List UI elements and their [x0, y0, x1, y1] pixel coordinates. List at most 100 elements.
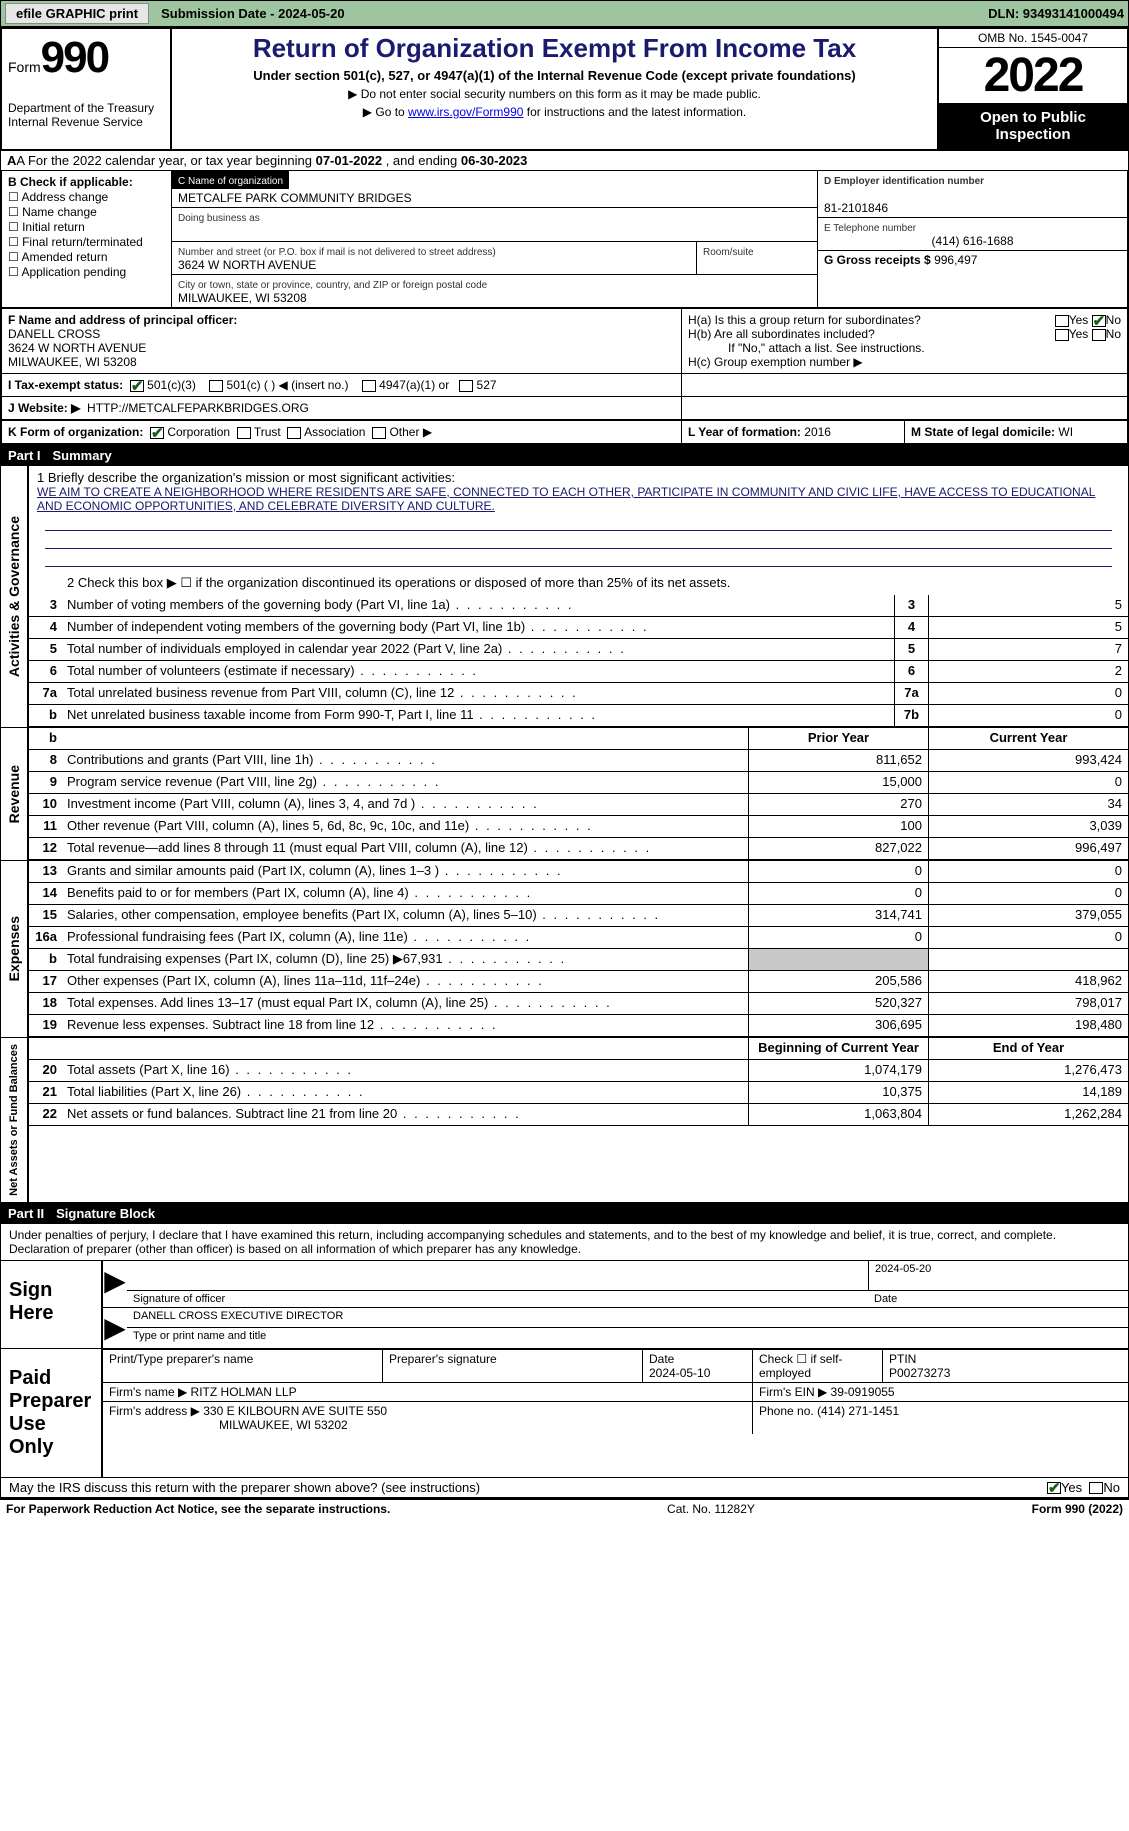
officer-city: MILWAUKEE, WI 53208	[8, 355, 137, 369]
entity-block: B Check if applicable: ☐ Address change …	[0, 171, 1129, 309]
money-row: 14Benefits paid to or for members (Part …	[29, 883, 1128, 905]
sect-expenses: Expenses 13Grants and similar amounts pa…	[0, 861, 1129, 1038]
lineA-mid: , and ending	[382, 153, 461, 168]
money-row: 8Contributions and grants (Part VIII, li…	[29, 750, 1128, 772]
part1-bar: Part I Summary	[0, 445, 1129, 466]
line2: 2 Check this box ▶ ☐ if the organization…	[63, 573, 1128, 595]
prep-sig-lbl: Preparer's signature	[383, 1350, 643, 1382]
signature-block: Under penalties of perjury, I declare th…	[0, 1224, 1129, 1478]
irs-link[interactable]: www.irs.gov/Form990	[408, 105, 523, 119]
dln: DLN: 93493141000494	[988, 6, 1124, 21]
efile-print-btn[interactable]: efile GRAPHIC print	[5, 3, 149, 24]
perjury: Under penalties of perjury, I declare th…	[1, 1224, 1128, 1261]
chk-final[interactable]: ☐ Final return/terminated	[8, 235, 165, 249]
prep-selfemp: Check ☐ if self-employed	[753, 1350, 883, 1382]
paid-lbl: Paid Preparer Use Only	[1, 1349, 101, 1477]
lineA-pre: A For the 2022 calendar year, or tax yea…	[16, 153, 315, 168]
may-no[interactable]	[1089, 1482, 1103, 1494]
uline2	[45, 533, 1112, 549]
footer-mid: Cat. No. 11282Y	[390, 1502, 1031, 1516]
arrow-icon: ▶	[103, 1261, 127, 1307]
may-yes[interactable]	[1047, 1482, 1061, 1494]
money-row: 10Investment income (Part VIII, column (…	[29, 794, 1128, 816]
sect-revenue: Revenue bPrior YearCurrent Year 8Contrib…	[0, 728, 1129, 861]
hb-no[interactable]	[1092, 329, 1106, 341]
k-other[interactable]	[372, 427, 386, 439]
hb-yes[interactable]	[1055, 329, 1069, 341]
omb: OMB No. 1545-0047	[939, 29, 1127, 48]
chk-address[interactable]: ☐ Address change	[8, 190, 165, 204]
hc-lbl: H(c) Group exemption number ▶	[688, 355, 1121, 369]
row-klm: K Form of organization: Corporation Trus…	[0, 421, 1129, 445]
mission-text: WE AIM TO CREATE A NEIGHBORHOOD WHERE RE…	[37, 485, 1120, 513]
name-lbl: Type or print name and title	[127, 1328, 1128, 1344]
money-row: 11Other revenue (Part VIII, column (A), …	[29, 816, 1128, 838]
vlabel-gov: Activities & Governance	[4, 510, 24, 683]
chk-name[interactable]: ☐ Name change	[8, 205, 165, 219]
may-discuss: May the IRS discuss this return with the…	[0, 1478, 1129, 1498]
firm-lbl: Firm's name ▶	[109, 1385, 187, 1399]
hb-lbl: H(b) Are all subordinates included?	[688, 327, 875, 341]
money-row: 16aProfessional fundraising fees (Part I…	[29, 927, 1128, 949]
prep-name-lbl: Print/Type preparer's name	[103, 1350, 383, 1382]
officer-name: DANELL CROSS	[8, 327, 100, 341]
website: HTTP://METCALFEPARKBRIDGES.ORG	[87, 401, 309, 415]
city: MILWAUKEE, WI 53208	[178, 291, 307, 305]
chk-amended[interactable]: ☐ Amended return	[8, 250, 165, 264]
firm-phone: (414) 271-1451	[817, 1404, 899, 1418]
form-word: Form	[8, 59, 41, 75]
open-inspection: Open to Public Inspection	[939, 103, 1127, 149]
nethdr-cy: End of Year	[928, 1038, 1128, 1059]
money-row: 21Total liabilities (Part X, line 26)10,…	[29, 1082, 1128, 1104]
prep-date-lbl: Date	[649, 1352, 674, 1366]
part2-num: Part II	[8, 1206, 44, 1221]
money-row: 19Revenue less expenses. Subtract line 1…	[29, 1015, 1128, 1037]
sig-lbl: Signature of officer	[127, 1291, 868, 1307]
hdr-py: Prior Year	[748, 728, 928, 749]
row-fh: F Name and address of principal officer:…	[0, 309, 1129, 374]
dba-lbl: Doing business as	[178, 213, 260, 224]
hb-note: If "No," attach a list. See instructions…	[688, 341, 1121, 355]
mission-block: 1 Briefly describe the organization's mi…	[29, 466, 1128, 573]
f-lbl: F Name and address of principal officer:	[8, 313, 237, 327]
date-lbl: Date	[868, 1291, 1128, 1307]
i-527[interactable]	[459, 380, 473, 392]
note2-post: for instructions and the latest informat…	[523, 105, 746, 119]
officer-street: 3624 W NORTH AVENUE	[8, 341, 146, 355]
chk-pending[interactable]: ☐ Application pending	[8, 265, 165, 279]
i-501c[interactable]	[209, 380, 223, 392]
prep-date: 2024-05-10	[649, 1366, 710, 1380]
money-row: 15Salaries, other compensation, employee…	[29, 905, 1128, 927]
vlabel-exp: Expenses	[4, 910, 24, 987]
col-b: B Check if applicable: ☐ Address change …	[2, 171, 172, 307]
gov-row: 4Number of independent voting members of…	[29, 617, 1128, 639]
note-ssn: ▶ Do not enter social security numbers o…	[180, 87, 929, 101]
row-j: J Website: ▶ HTTP://METCALFEPARKBRIDGES.…	[0, 397, 1129, 421]
nethdr-py: Beginning of Current Year	[748, 1038, 928, 1059]
uline1	[45, 515, 1112, 531]
k-trust[interactable]	[237, 427, 251, 439]
gov-row: 7aTotal unrelated business revenue from …	[29, 683, 1128, 705]
street: 3624 W NORTH AVENUE	[178, 258, 316, 272]
footer: For Paperwork Reduction Act Notice, see …	[0, 1498, 1129, 1518]
i-501c3[interactable]	[130, 380, 144, 392]
gov-row: 5Total number of individuals employed in…	[29, 639, 1128, 661]
domicile: WI	[1058, 425, 1073, 439]
l-lbl: L Year of formation:	[688, 425, 801, 439]
ha-lbl: H(a) Is this a group return for subordin…	[688, 313, 921, 327]
colB-title: B Check if applicable:	[8, 175, 133, 189]
k-corp[interactable]	[150, 427, 164, 439]
money-row: 9Program service revenue (Part VIII, lin…	[29, 772, 1128, 794]
vlabel-net: Net Assets or Fund Balances	[6, 1038, 22, 1202]
ha-no[interactable]	[1092, 315, 1106, 327]
i-4947[interactable]	[362, 380, 376, 392]
chk-initial[interactable]: ☐ Initial return	[8, 220, 165, 234]
tax-year: 2022	[939, 48, 1127, 103]
year-formed: 2016	[804, 425, 831, 439]
ptin: P00273273	[889, 1366, 950, 1380]
k-assoc[interactable]	[287, 427, 301, 439]
lineA-begin: 07-01-2022	[316, 153, 383, 168]
money-row: 18Total expenses. Add lines 13–17 (must …	[29, 993, 1128, 1015]
ha-yes[interactable]	[1055, 315, 1069, 327]
part1-title: Summary	[53, 448, 112, 463]
